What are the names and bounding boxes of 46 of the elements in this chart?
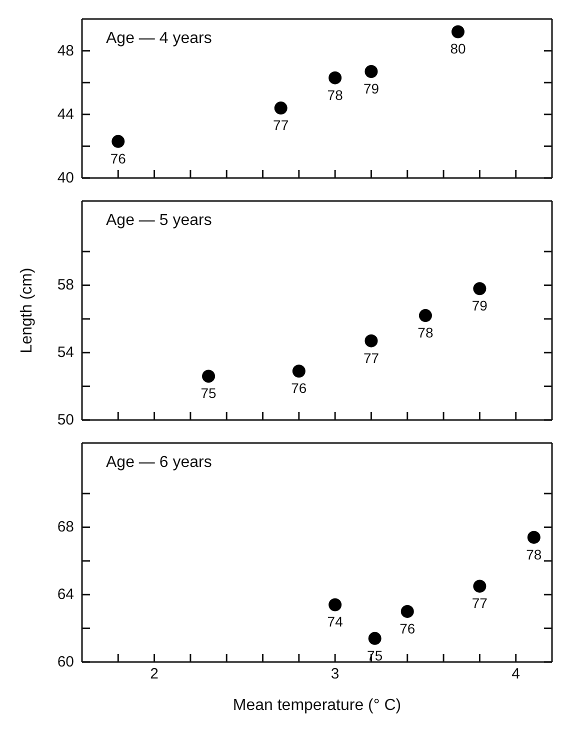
annotation: 79 (363, 80, 380, 96)
point (202, 370, 216, 383)
point (400, 604, 414, 618)
x-tick-label: 2 (150, 666, 158, 682)
y-tick-label: 64 (57, 586, 74, 604)
y-tick-label: 58 (57, 276, 74, 294)
point (274, 102, 288, 115)
y-tick-label: 60 (57, 654, 74, 670)
point (418, 309, 432, 322)
point (364, 334, 378, 348)
annotation: 78 (327, 86, 344, 103)
annotation: 77 (273, 117, 289, 134)
y-tick-label: 40 (57, 170, 74, 186)
annotation: 78 (418, 324, 434, 341)
text: Age — 6 years (106, 454, 212, 472)
point (473, 282, 486, 296)
annotation: 78 (526, 546, 542, 562)
text: Age — 4 years (106, 30, 212, 48)
annotation: 75 (200, 385, 217, 402)
point (112, 134, 125, 148)
x-tick-label: 4 (512, 666, 520, 682)
annotation: 76 (110, 150, 126, 166)
y-tick-label: 48 (57, 42, 74, 60)
x-axis-title: Mean temperature (° C) (232, 697, 402, 714)
point (328, 71, 342, 84)
y-tick-label: 44 (57, 106, 74, 123)
annotation: 74 (327, 614, 344, 630)
point (364, 64, 378, 78)
point (368, 632, 382, 645)
annotation: 76 (400, 620, 416, 636)
x-tick-label: 3 (330, 666, 340, 682)
point (292, 364, 306, 378)
annotation: 77 (472, 595, 488, 612)
point (328, 598, 342, 612)
y-tick-label: 50 (57, 412, 74, 428)
point (452, 25, 464, 38)
y-tick-label: 68 (57, 518, 74, 536)
point (527, 530, 540, 544)
annotation: 77 (363, 350, 380, 366)
point (473, 580, 486, 593)
annotation: 79 (472, 298, 488, 314)
y-axis-title: Length (cm) (18, 268, 36, 354)
y-tick-label: 54 (57, 344, 74, 362)
annotation: 80 (450, 40, 466, 57)
annotation: 76 (291, 380, 307, 396)
text: Age — 5 years (106, 212, 212, 230)
